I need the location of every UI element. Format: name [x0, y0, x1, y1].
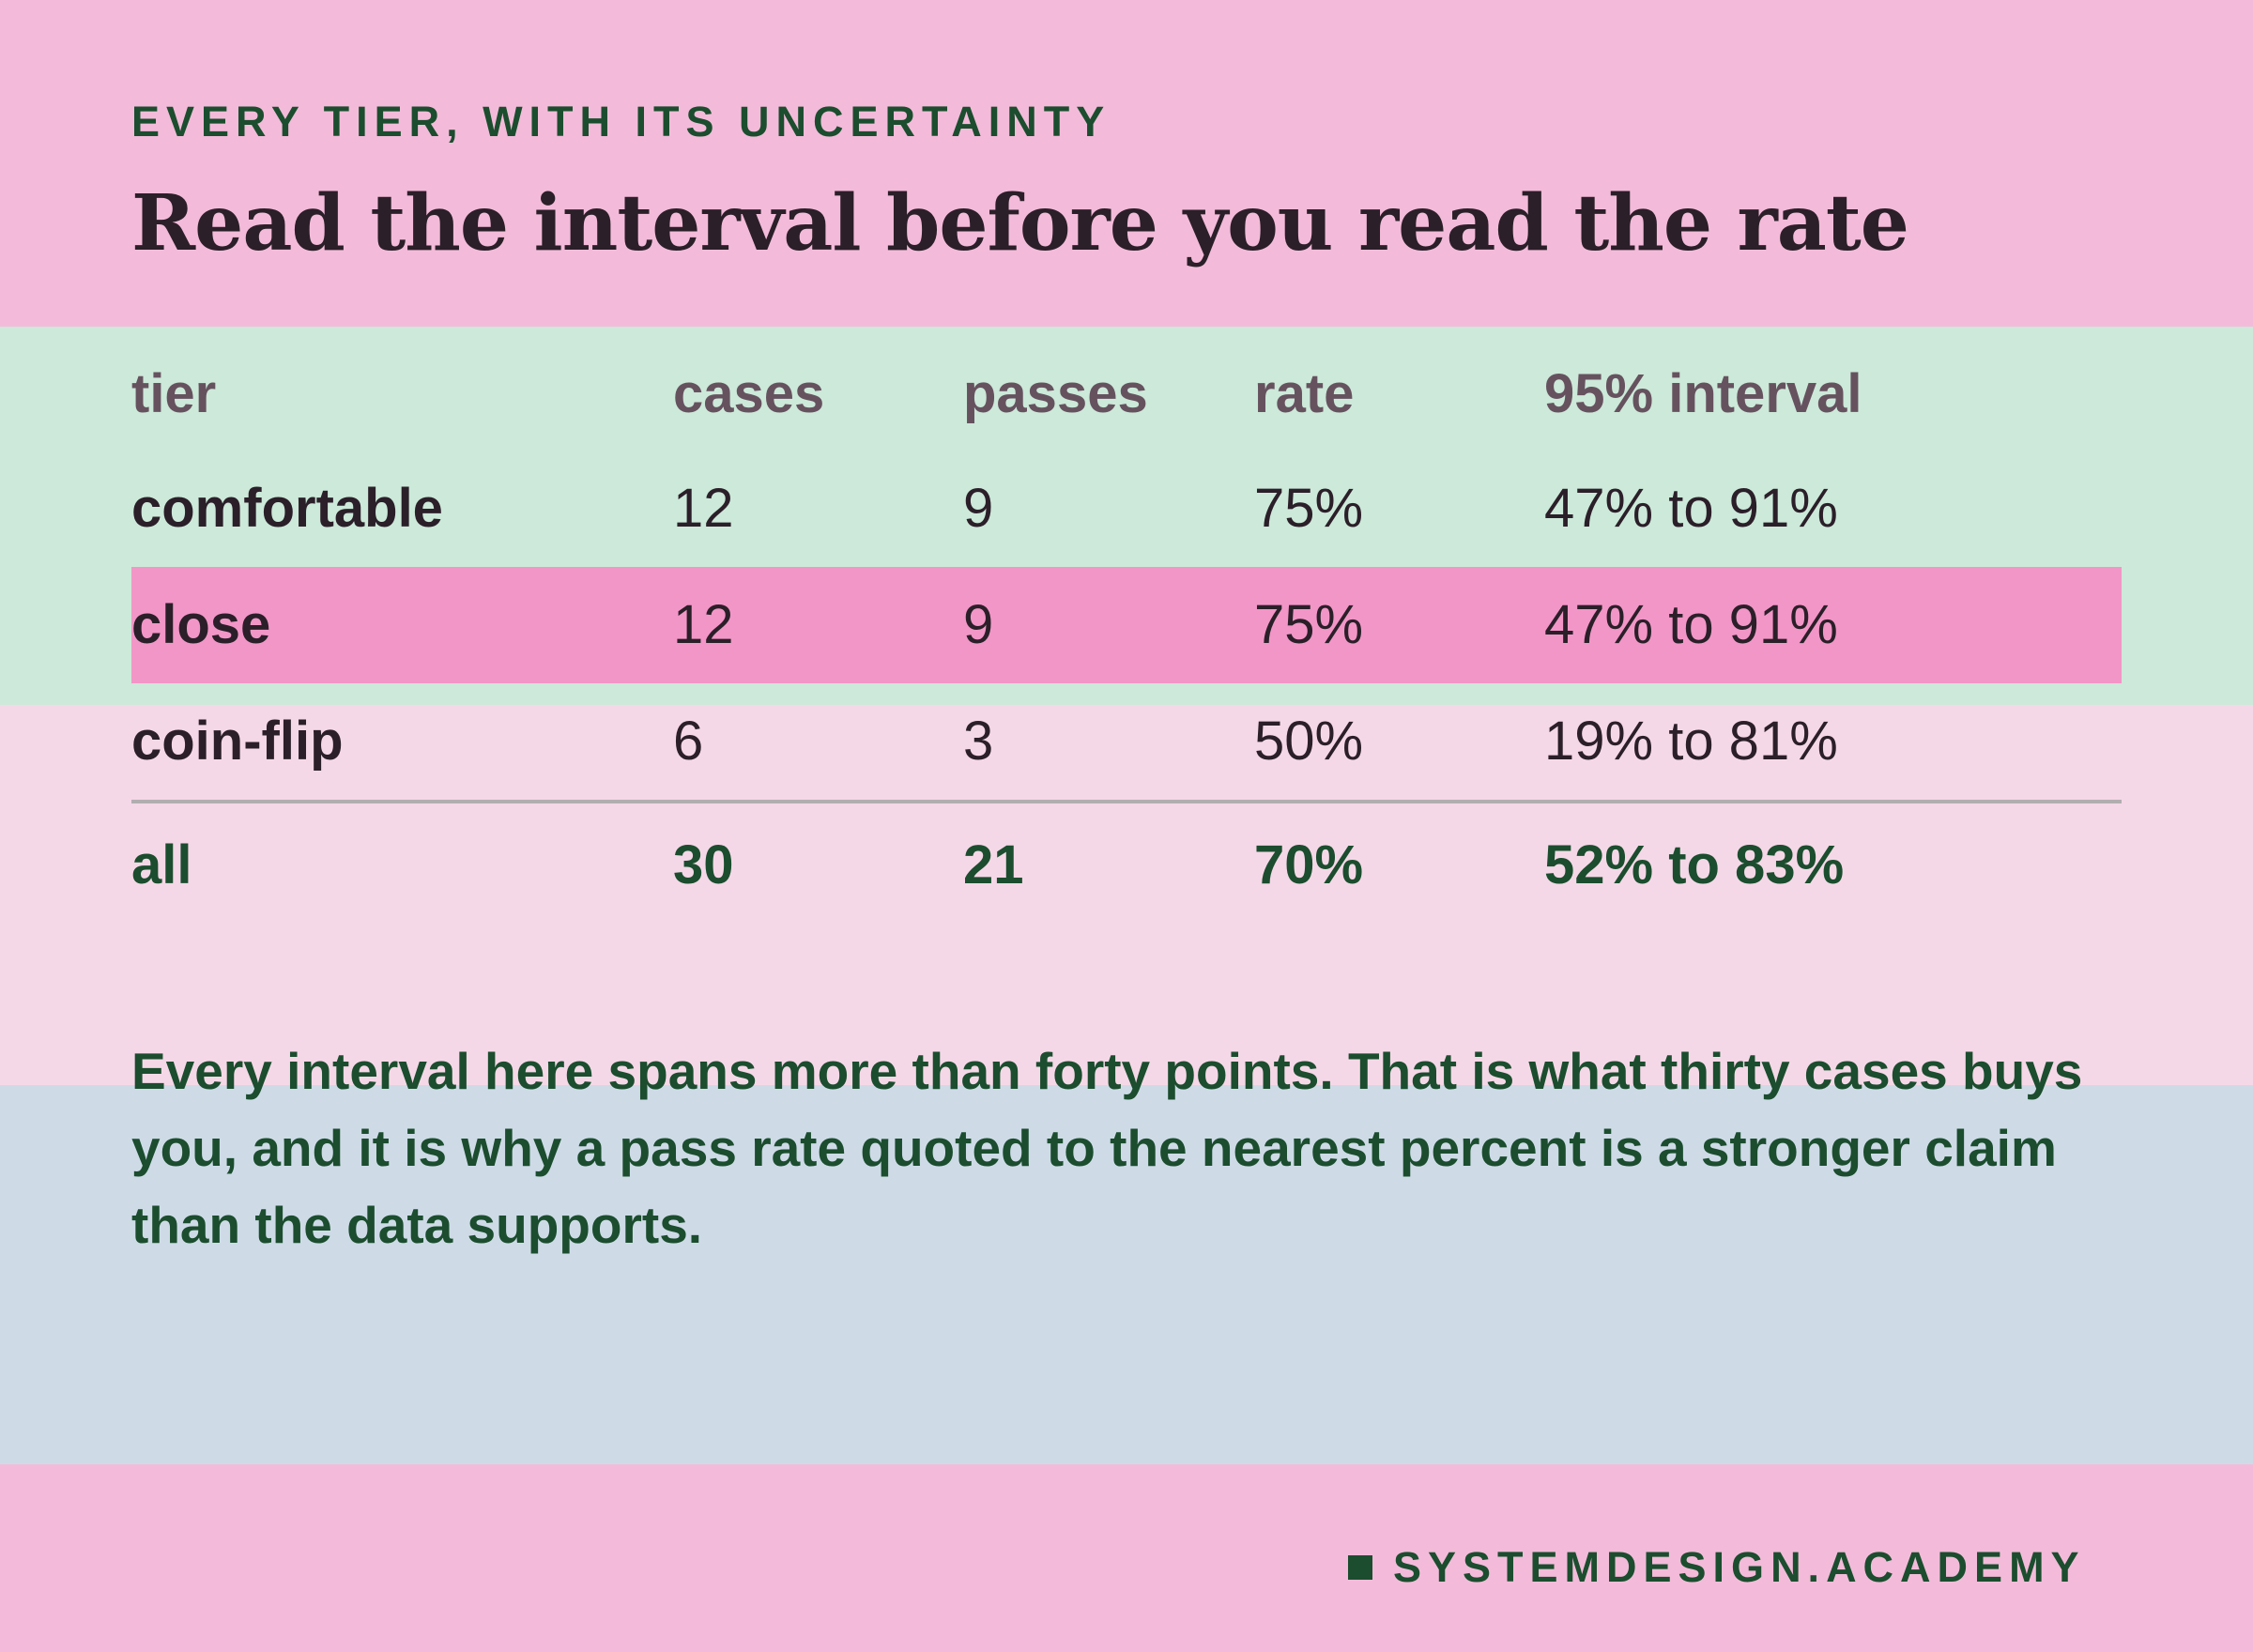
brand-footer: SYSTEMDESIGN.ACADEMY [1348, 1539, 2086, 1596]
table-row: coin-flip 6 3 50% 19% to 81% [0, 683, 2253, 800]
total-divider [131, 800, 2122, 803]
table-row-highlighted: close 12 9 75% 47% to 91% [0, 567, 2253, 683]
cases-cell: 12 [673, 594, 734, 655]
page-title: Read the interval before you read the ra… [131, 178, 1909, 268]
rate-cell: 75% [1254, 594, 1364, 655]
column-header-tier: tier [131, 363, 217, 424]
brand-name: SYSTEMDESIGN.ACADEMY [1393, 1543, 2086, 1591]
eyebrow-label: EVERY TIER, WITH ITS UNCERTAINTY [131, 98, 1111, 145]
column-header-rate: rate [1254, 363, 1355, 424]
table-total-row: all 30 21 70% 52% to 83% [0, 807, 2253, 924]
table-header-row: tier cases passes rate 95% interval [0, 336, 2253, 452]
table-row: comfortable 12 9 75% 47% to 91% [0, 451, 2253, 567]
top-band [0, 0, 2253, 327]
cases-cell: 6 [673, 711, 704, 772]
middle-band [0, 705, 2253, 1085]
total-rate-cell: 70% [1254, 834, 1364, 895]
passes-cell: 3 [963, 711, 994, 772]
square-icon [1348, 1555, 1372, 1580]
column-header-passes: passes [963, 363, 1148, 424]
interval-cell: 47% to 91% [1544, 478, 1838, 539]
total-cases-cell: 30 [673, 834, 734, 895]
passes-cell: 9 [963, 594, 994, 655]
rate-cell: 50% [1254, 711, 1364, 772]
highlighted-row-background [131, 567, 2122, 683]
explanation-note: Every interval here spans more than fort… [131, 1042, 2083, 1254]
tier-cell: coin-flip [131, 711, 344, 772]
tier-cell: close [131, 594, 271, 655]
total-tier-cell: all [131, 834, 192, 895]
cases-cell: 12 [673, 478, 734, 539]
rate-cell: 75% [1254, 478, 1364, 539]
note-band [0, 1085, 2253, 1464]
interval-cell: 19% to 81% [1544, 711, 1838, 772]
tier-cell: comfortable [131, 478, 443, 539]
interval-cell: 47% to 91% [1544, 594, 1838, 655]
footer-band [0, 1464, 2253, 1652]
passes-cell: 9 [963, 478, 994, 539]
column-header-cases: cases [673, 363, 825, 424]
total-interval-cell: 52% to 83% [1544, 834, 1845, 895]
column-header-interval: 95% interval [1544, 363, 1862, 424]
total-passes-cell: 21 [963, 834, 1024, 895]
